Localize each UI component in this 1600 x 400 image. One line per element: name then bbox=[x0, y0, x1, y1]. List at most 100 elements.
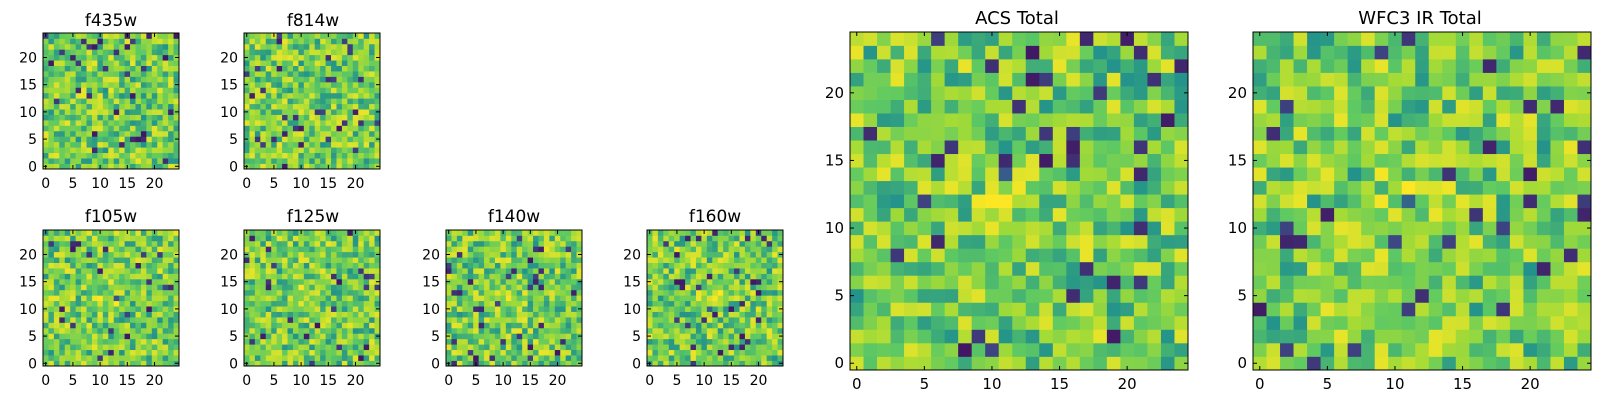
heatmap-cell bbox=[679, 278, 686, 285]
heatmap-cell bbox=[168, 98, 174, 105]
heatmap-cell bbox=[451, 306, 458, 312]
heatmap-cell bbox=[657, 327, 664, 334]
heatmap-cell bbox=[287, 246, 294, 253]
heatmap-cell bbox=[97, 311, 104, 318]
heatmap-cell bbox=[739, 273, 746, 280]
heatmap-cell bbox=[374, 322, 381, 329]
heatmap-cell bbox=[565, 273, 572, 280]
heatmap-cell bbox=[244, 141, 250, 148]
heatmap-cell bbox=[341, 109, 348, 115]
heatmap-cell bbox=[576, 273, 583, 280]
heatmap-cells bbox=[43, 230, 180, 367]
heatmap-cell bbox=[249, 349, 256, 356]
heatmap-cell bbox=[282, 109, 288, 115]
heatmap-cell bbox=[944, 248, 959, 263]
heatmap-cell bbox=[538, 317, 545, 323]
heatmap-cell bbox=[657, 300, 664, 307]
heatmap-cell bbox=[1106, 342, 1121, 357]
heatmap-cell bbox=[1374, 194, 1389, 209]
heatmap-cell bbox=[53, 125, 60, 132]
heatmap-cell bbox=[325, 60, 332, 66]
heatmap-cell bbox=[543, 322, 550, 329]
heatmap-cell bbox=[309, 103, 316, 110]
heatmap-cell bbox=[761, 333, 768, 340]
heatmap-cell bbox=[43, 38, 49, 45]
heatmap-cell bbox=[64, 327, 71, 334]
heatmap-cell bbox=[276, 158, 283, 164]
heatmap-cell bbox=[86, 311, 93, 318]
heatmap-cell bbox=[287, 60, 294, 66]
heatmap-cell bbox=[931, 180, 945, 195]
heatmap-cell bbox=[717, 284, 724, 291]
heatmap-cell bbox=[560, 349, 567, 356]
heatmap-cell bbox=[363, 360, 370, 367]
heatmap-cell bbox=[1509, 329, 1524, 344]
heatmap-cell bbox=[695, 230, 702, 236]
heatmap-cell bbox=[1025, 45, 1040, 60]
heatmap-cell bbox=[298, 125, 305, 132]
heatmap-cell bbox=[374, 141, 381, 148]
heatmap-cell bbox=[124, 273, 131, 280]
heatmap-cell bbox=[1577, 288, 1592, 303]
heatmap-cell bbox=[744, 306, 751, 312]
heatmap-cell bbox=[489, 262, 496, 269]
heatmap-cell bbox=[706, 246, 713, 253]
heatmap-cell bbox=[320, 300, 326, 307]
heatmap-cell bbox=[358, 355, 365, 361]
heatmap-cell bbox=[701, 278, 708, 285]
panel-title: WFC3 IR Total bbox=[1358, 8, 1481, 29]
heatmap-cell bbox=[157, 71, 164, 77]
heatmap-cell bbox=[341, 360, 348, 367]
heatmap-cell bbox=[91, 54, 98, 61]
heatmap-cell bbox=[320, 120, 326, 126]
heatmap-cell bbox=[1093, 221, 1108, 236]
heatmap-cell bbox=[75, 163, 82, 170]
y-tick-label: 0 bbox=[431, 356, 440, 372]
heatmap-cell bbox=[59, 240, 66, 247]
heatmap-cell bbox=[113, 49, 120, 56]
heatmap-cell bbox=[336, 306, 343, 312]
heatmap-cell bbox=[249, 317, 256, 323]
heatmap-cell bbox=[369, 76, 375, 83]
heatmap-cell bbox=[91, 87, 98, 94]
axes-frame bbox=[849, 31, 1189, 371]
heatmap-cell bbox=[451, 317, 458, 323]
heatmap-cell bbox=[538, 257, 545, 263]
heatmap-cell bbox=[766, 240, 773, 247]
heatmap-cell bbox=[663, 355, 670, 361]
heatmap-cell bbox=[1266, 275, 1281, 290]
heatmap-cell bbox=[1577, 275, 1592, 290]
heatmap-cell bbox=[494, 295, 501, 302]
heatmap-cell bbox=[652, 284, 659, 291]
heatmap-cell bbox=[549, 273, 556, 280]
heatmap-cell bbox=[244, 317, 250, 323]
heatmap-cell bbox=[701, 349, 708, 356]
heatmap-cell bbox=[516, 306, 523, 312]
y-tick-label: 15 bbox=[19, 275, 37, 291]
heatmap-cell bbox=[119, 251, 125, 258]
heatmap-cell bbox=[478, 230, 485, 236]
heatmap-cell bbox=[739, 257, 746, 263]
heatmap-cell bbox=[695, 251, 702, 258]
heatmap-cell bbox=[369, 230, 375, 236]
heatmap-cell bbox=[369, 235, 375, 242]
heatmap-cell bbox=[309, 289, 316, 296]
heatmap-cell bbox=[113, 240, 120, 247]
heatmap-cell bbox=[1577, 207, 1592, 222]
heatmap-cell bbox=[1347, 167, 1362, 182]
heatmap-cell bbox=[135, 246, 142, 253]
heatmap-cell bbox=[162, 147, 169, 154]
heatmap-cell bbox=[157, 65, 164, 72]
heatmap-cell bbox=[358, 136, 365, 143]
heatmap-cell bbox=[679, 333, 686, 340]
heatmap-cell bbox=[571, 289, 577, 296]
heatmap-cell bbox=[64, 240, 71, 247]
heatmap-cell bbox=[527, 273, 534, 280]
heatmap-cell bbox=[1079, 45, 1094, 60]
heatmap-cell bbox=[363, 92, 370, 99]
heatmap-cell bbox=[549, 338, 556, 345]
panel-title: f160w bbox=[689, 207, 741, 227]
heatmap-cell bbox=[244, 235, 250, 242]
heatmap-cell bbox=[48, 33, 55, 39]
heatmap-cell bbox=[1174, 194, 1189, 209]
